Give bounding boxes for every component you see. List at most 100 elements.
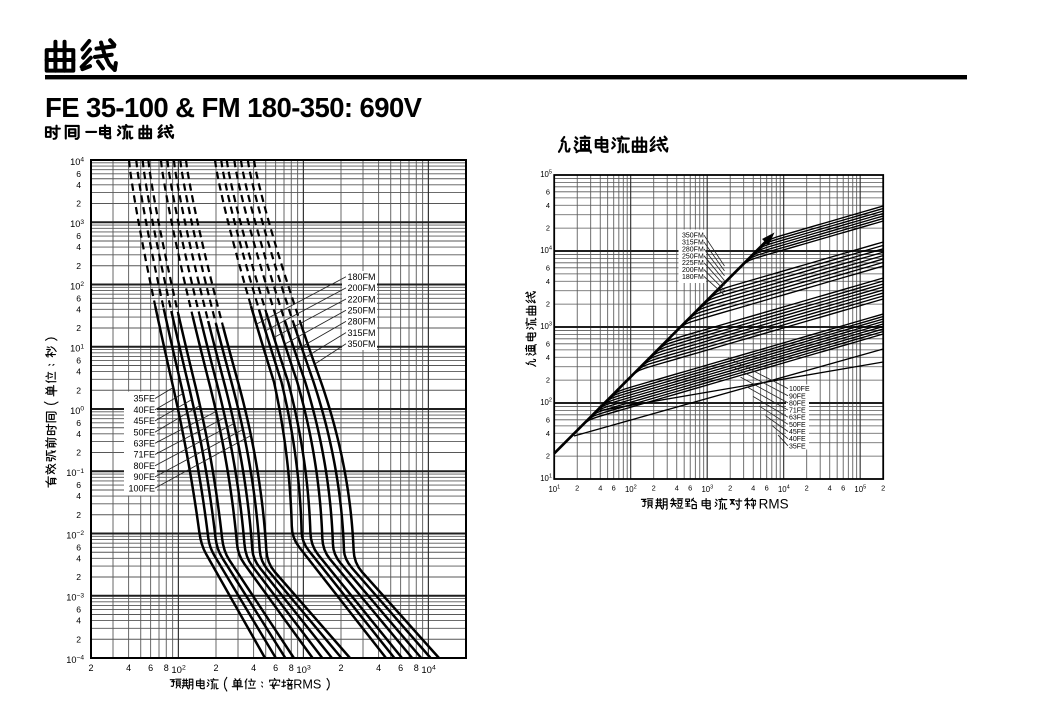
svg-text:103: 103 (540, 322, 552, 331)
svg-text:10−2: 10−2 (66, 530, 84, 540)
svg-text:6: 6 (398, 663, 403, 673)
svg-text:103: 103 (70, 219, 84, 229)
svg-text:6: 6 (612, 484, 616, 493)
svg-text:315FM: 315FM (348, 328, 376, 338)
svg-text:4: 4 (376, 663, 381, 673)
svg-text:2: 2 (575, 484, 579, 493)
svg-text:80FE: 80FE (133, 461, 155, 471)
svg-text:4: 4 (76, 304, 81, 314)
svg-text:4: 4 (76, 491, 81, 501)
svg-text:10−1: 10−1 (66, 468, 84, 478)
svg-text:2: 2 (76, 261, 81, 271)
svg-text:2: 2 (652, 484, 656, 493)
svg-text:4: 4 (546, 277, 550, 286)
svg-text:40FE: 40FE (133, 405, 155, 415)
svg-text:180FM: 180FM (348, 272, 376, 282)
svg-text:350FM: 350FM (682, 233, 704, 240)
svg-text:225FM: 225FM (682, 260, 704, 267)
svg-text:6: 6 (546, 187, 550, 196)
svg-text:2: 2 (76, 323, 81, 333)
svg-text:71FE: 71FE (133, 450, 155, 460)
svg-text:105: 105 (854, 485, 866, 494)
svg-text:2: 2 (546, 376, 550, 385)
svg-text:2: 2 (338, 663, 343, 673)
svg-text:90FE: 90FE (789, 393, 806, 400)
svg-text:104: 104 (70, 157, 84, 167)
svg-text:100FE: 100FE (789, 386, 810, 393)
svg-text:104: 104 (778, 485, 790, 494)
svg-text:4: 4 (751, 484, 755, 493)
svg-text:2: 2 (881, 484, 885, 493)
svg-text:200FM: 200FM (348, 283, 376, 293)
svg-text:10−3: 10−3 (66, 592, 84, 602)
svg-text:2: 2 (88, 663, 93, 673)
svg-text:6: 6 (273, 663, 278, 673)
svg-text:4: 4 (546, 429, 550, 438)
svg-text:4: 4 (76, 367, 81, 377)
svg-text:2: 2 (76, 448, 81, 458)
svg-text:6: 6 (546, 415, 550, 424)
svg-text:45FE: 45FE (133, 416, 155, 426)
svg-text:2: 2 (546, 224, 550, 233)
svg-text:102: 102 (70, 281, 84, 291)
svg-text:6: 6 (765, 484, 769, 493)
svg-text:8: 8 (164, 663, 169, 673)
svg-text:101: 101 (540, 474, 552, 483)
svg-text:2: 2 (76, 199, 81, 209)
svg-text:250FM: 250FM (348, 305, 376, 315)
svg-text:100FE: 100FE (128, 483, 155, 493)
svg-text:2: 2 (728, 484, 732, 493)
svg-text:4: 4 (546, 201, 550, 210)
svg-text:103: 103 (701, 485, 713, 494)
svg-text:4: 4 (76, 616, 81, 626)
svg-text:6: 6 (76, 231, 81, 241)
svg-text:250FM: 250FM (682, 253, 704, 260)
svg-text:4: 4 (675, 484, 679, 493)
svg-text:350FM: 350FM (348, 339, 376, 349)
svg-text:101: 101 (70, 343, 84, 353)
svg-text:2: 2 (76, 510, 81, 520)
svg-text:50FE: 50FE (133, 427, 155, 437)
svg-text:RMS: RMS (293, 677, 321, 691)
svg-text:35FE: 35FE (789, 443, 806, 450)
svg-text:104: 104 (421, 665, 436, 676)
svg-text:4: 4 (828, 484, 832, 493)
svg-text:220FM: 220FM (348, 294, 376, 304)
svg-text:280FM: 280FM (682, 246, 704, 253)
svg-text:102: 102 (171, 665, 186, 676)
svg-text:4: 4 (126, 663, 131, 673)
svg-text:6: 6 (76, 356, 81, 366)
svg-text:2: 2 (546, 452, 550, 461)
svg-text:6: 6 (76, 605, 81, 615)
svg-text:63FE: 63FE (789, 415, 806, 422)
svg-text:180FM: 180FM (682, 274, 704, 281)
svg-text:280FM: 280FM (348, 317, 376, 327)
svg-text:6: 6 (76, 169, 81, 179)
svg-text:2: 2 (76, 385, 81, 395)
svg-text:6: 6 (546, 339, 550, 348)
svg-text:80FE: 80FE (789, 400, 806, 407)
svg-text:8: 8 (289, 663, 294, 673)
svg-text:4: 4 (546, 353, 550, 362)
svg-text:2: 2 (805, 484, 809, 493)
svg-text:63FE: 63FE (133, 439, 155, 449)
svg-text:4: 4 (76, 429, 81, 439)
svg-text:10−4: 10−4 (66, 655, 84, 665)
svg-text:2: 2 (213, 663, 218, 673)
svg-text:50FE: 50FE (789, 422, 806, 429)
svg-text:45FE: 45FE (789, 429, 806, 436)
svg-text:4: 4 (76, 553, 81, 563)
svg-text:4: 4 (76, 180, 81, 190)
svg-text:90FE: 90FE (133, 472, 155, 482)
svg-text:6: 6 (546, 263, 550, 272)
svg-text:200FM: 200FM (682, 267, 704, 274)
svg-text:104: 104 (540, 246, 552, 255)
svg-text:101: 101 (548, 485, 560, 494)
svg-text:6: 6 (148, 663, 153, 673)
svg-text:35FE: 35FE (133, 394, 155, 404)
svg-text:RMS: RMS (759, 497, 789, 512)
svg-text:100: 100 (70, 406, 84, 416)
svg-text:2: 2 (76, 572, 81, 582)
svg-text:40FE: 40FE (789, 436, 806, 443)
svg-text:71FE: 71FE (789, 408, 806, 415)
